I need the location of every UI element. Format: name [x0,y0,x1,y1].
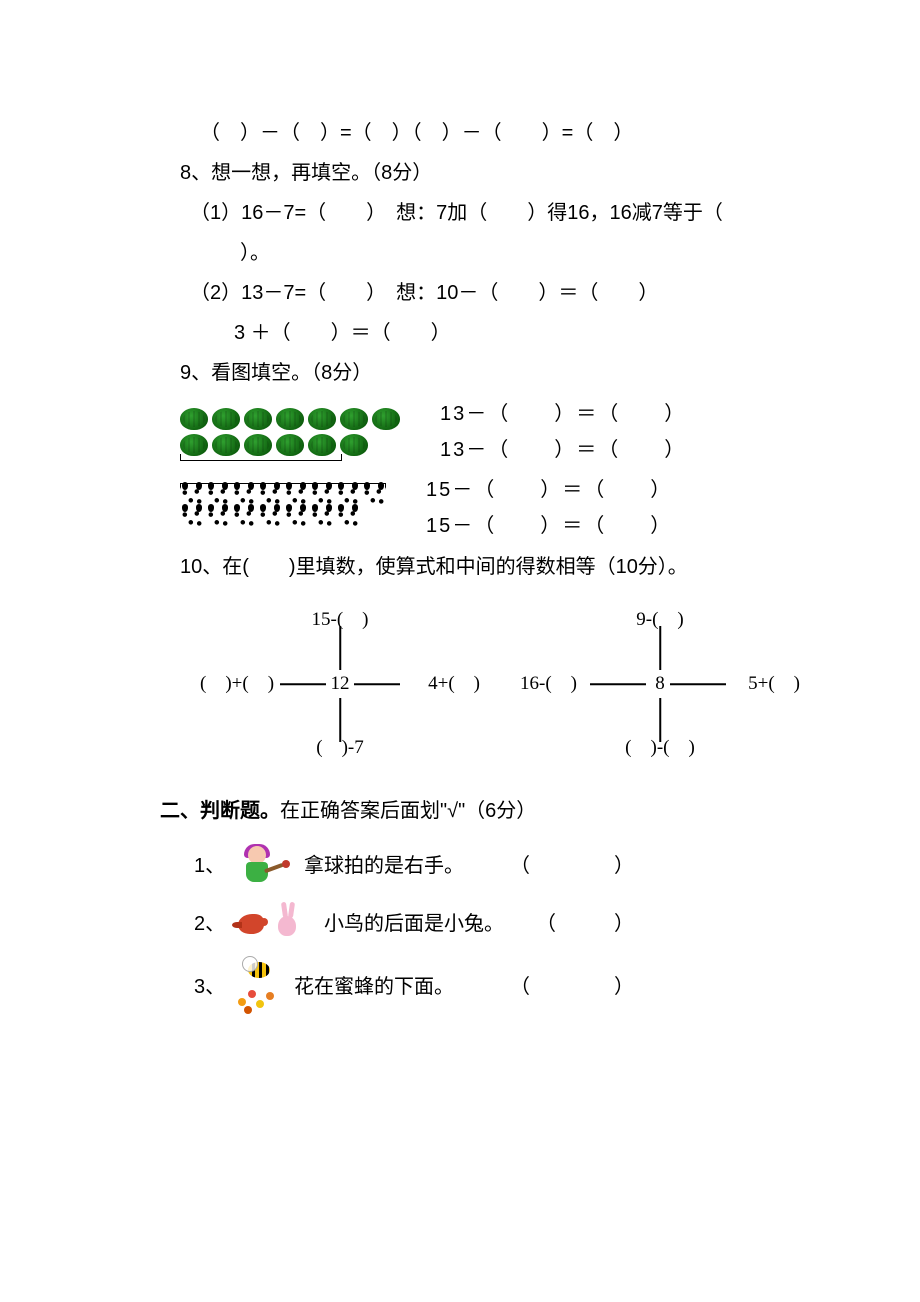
watermelon-icon [276,434,304,456]
judge-num: 1、 [194,849,224,883]
judge-paren: （ ） [536,907,640,941]
cross-bottom: ( )-7 [316,732,363,764]
watermelon-icon [180,408,208,430]
section2-heading: 二、判断题。在正确答案后面划"√"（6分） [160,794,820,828]
cross-center: 12 [331,668,350,700]
watermelon-icon [340,408,368,430]
watermelon-icon [308,434,336,456]
q8-sub1-line2: ）。 [240,236,820,270]
q9-wm-eq2: 13－（ ）＝（ ） [440,432,686,468]
cross-right-expr: 4+( ) [428,668,480,700]
watermelon-icon [308,408,336,430]
section2-head-rest: 在正确答案后面划"√"（6分） [280,800,536,822]
hline-icon [590,683,646,685]
watermelon-icon [212,434,240,456]
judge-item-3: 3、 花在蜜蜂的下面。 （ ） [194,960,820,1014]
top-equation-line: （ ）－（ ）=（ ）（ ）－（ ）=（ ） [200,116,820,150]
vline-icon [659,626,661,670]
section2-head-bold: 二、判断题。 [160,800,280,822]
q8-title: 8、想一想，再填空。（8分） [180,156,820,190]
judge-text: 拿球拍的是右手。 [304,849,464,883]
bracket-icon [180,454,342,461]
q9-title: 9、看图填空。（8分） [180,356,820,390]
judge-paren: （ ） [510,970,640,1004]
watermelon-icon [180,434,208,456]
q9-dog-row: 15－（ ）＝（ ） 15－（ ）＝（ ） [180,472,820,544]
watermelon-icon [244,434,272,456]
dalmatian-icon [258,508,282,530]
cross-right-expr: 5+( ) [748,668,800,700]
hline-icon [670,683,726,685]
judge-text: 小鸟的后面是小兔。 [324,907,504,941]
watermelon-icon [276,408,304,430]
bird-rabbit-icon [234,904,314,944]
q9-wm-equations: 13－（ ）＝（ ） 13－（ ）＝（ ） [440,396,686,468]
cross-left-expr: 16-( ) [520,668,577,700]
q9-dog-equations: 15－（ ）＝（ ） 15－（ ）＝（ ） [426,472,672,544]
q9-dog-eq2: 15－（ ）＝（ ） [426,508,672,544]
judge-item-1: 1、 拿球拍的是右手。 （ ） [194,844,820,888]
watermelon-icon [244,408,272,430]
dalmatian-icon [310,508,334,530]
dalmatian-icon [232,508,256,530]
bee-flowers-icon [234,960,284,1014]
worksheet-page: （ ）－（ ）=（ ）（ ）－（ ）=（ ） 8、想一想，再填空。（8分） （1… [0,0,920,1090]
cross-left-expr: ( )+( ) [200,668,274,700]
q10-crosses: 15-( ) ( )+( ) 12 4+( ) ( )-7 9-( ) 16-(… [180,604,820,764]
watermelon-icon [212,408,240,430]
hline-icon [354,683,400,685]
q9-wm-eq1: 13－（ ）＝（ ） [440,396,686,432]
hline-icon [280,683,326,685]
vline-icon [339,626,341,670]
q8-sub1: （1）16－7=（ ） 想：7加（ ）得16，16减7等于（ [190,196,820,230]
dalmatian-icon [362,486,386,508]
q9-dog-eq1: 15－（ ）＝（ ） [426,472,672,508]
q8-sub2: （2）13－7=（ ） 想：10－（ ）＝（ ） [190,276,820,310]
dalmatian-icon [180,508,204,530]
watermelon-icon [340,434,368,456]
cross-bottom: ( )-( ) [625,732,695,764]
judge-num: 2、 [194,907,224,941]
q10-title: 10、在( )里填数，使算式和中间的得数相等（10分）。 [180,550,820,584]
judge-paren: （ ） [510,849,640,883]
cross-center: 8 [655,668,665,700]
girl-with-paddle-icon [234,844,294,888]
judge-item-2: 2、 小鸟的后面是小兔。 （ ） [194,904,820,944]
q8-sub2-line2: 3 ＋（ ）＝（ ） [234,316,820,350]
cross-right: 9-( ) 16-( ) 8 5+( ) ( )-( ) [520,604,800,764]
dog-figure [180,486,386,530]
judge-text: 花在蜜蜂的下面。 [294,970,454,1004]
q9-watermelon-row: 13－（ ）＝（ ） 13－（ ）＝（ ） [180,396,820,468]
dalmatian-icon [336,508,360,530]
watermelon-figure [180,406,400,458]
judge-num: 3、 [194,970,224,1004]
dalmatian-icon [284,508,308,530]
cross-left: 15-( ) ( )+( ) 12 4+( ) ( )-7 [200,604,480,764]
dalmatian-icon [206,508,230,530]
watermelon-icon [372,408,400,430]
